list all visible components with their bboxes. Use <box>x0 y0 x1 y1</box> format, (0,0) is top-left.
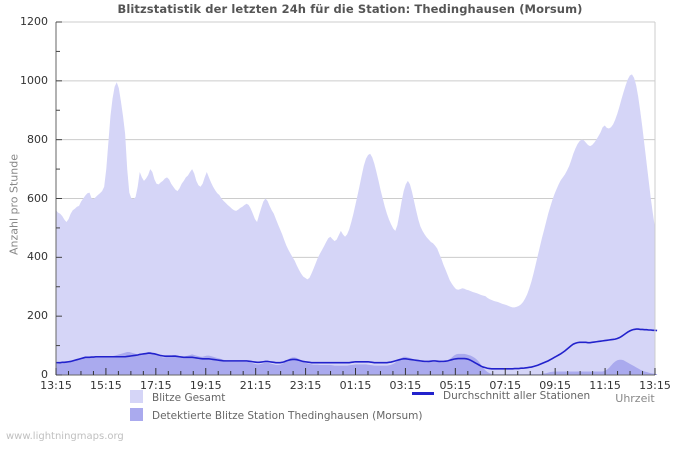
y-tick-label: 600 <box>27 191 48 205</box>
x-tick-label: 07:15 <box>489 379 522 392</box>
y-tick-label: 400 <box>27 250 48 264</box>
legend-swatch-station-icon <box>130 408 143 421</box>
legend-item-station: Detektierte Blitze Station Thedinghausen… <box>130 408 423 422</box>
x-tick-label: 13:15 <box>639 379 671 392</box>
series-area-station <box>56 352 658 375</box>
x-tick-label: 13:15 <box>40 379 72 392</box>
x-tick-label: 03:15 <box>389 379 422 392</box>
x-axis-title: Uhrzeit <box>615 392 655 405</box>
legend-label-station: Detektierte Blitze Station Thedinghausen… <box>152 410 423 422</box>
page-title: Blitzstatistik der letzten 24h für die S… <box>117 2 583 16</box>
series-line-average <box>56 328 658 370</box>
x-tick-label: 11:15 <box>589 379 621 392</box>
series-area-total <box>56 74 655 375</box>
y-tick-label: 1200 <box>20 15 48 28</box>
legend-label-average: Durchschnitt aller Stationen <box>443 390 591 402</box>
x-tick-label: 15:15 <box>90 379 122 392</box>
y-tick-label: 200 <box>27 309 48 323</box>
legend-label-total: Blitze Gesamt <box>152 392 226 404</box>
chart-legend: Blitze Gesamt Detektierte Blitze Station… <box>0 388 700 428</box>
x-tick-label: 09:15 <box>539 379 571 392</box>
x-tick-label: 17:15 <box>139 379 172 392</box>
legend-item-total: Blitze Gesamt <box>130 390 225 404</box>
legend-line-average-icon <box>412 392 434 395</box>
y-tick-label: 800 <box>27 132 48 146</box>
x-tick-label: 19:15 <box>189 379 222 392</box>
legend-item-average: Durchschnitt aller Stationen <box>412 390 590 402</box>
y-tick-label: 0 <box>41 368 48 381</box>
watermark: www.lightningmaps.org <box>6 431 124 442</box>
x-tick-label: 23:15 <box>289 379 322 392</box>
x-tick-label: 01:15 <box>339 379 372 392</box>
legend-swatch-total-icon <box>130 390 143 403</box>
x-tick-label: 05:15 <box>439 379 472 392</box>
y-tick-label: 1000 <box>20 73 48 87</box>
x-tick-label: 21:15 <box>239 379 272 392</box>
